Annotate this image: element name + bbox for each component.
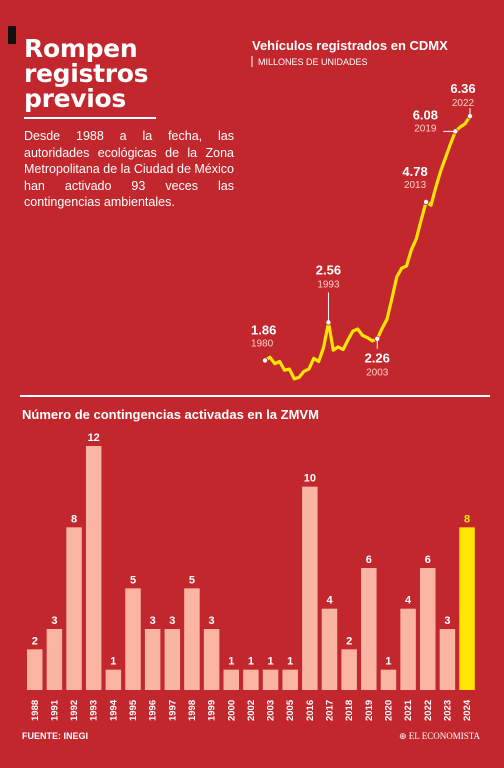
bar-1993: [85, 446, 102, 690]
bar-category-1995: 1995: [128, 699, 139, 721]
bar-1991: [46, 629, 63, 690]
bar-2021: [400, 608, 416, 690]
bar-value-2002: 1: [248, 656, 254, 668]
bar-category-1996: 1996: [148, 700, 159, 721]
line-chart-subtitle: MILLONES DE UNIDADES: [258, 57, 368, 67]
bar-value-1995: 5: [130, 574, 136, 586]
bar-category-1991: 1991: [49, 699, 60, 721]
headline: Rompen registros previos: [24, 34, 149, 113]
bar-category-1997: 1997: [167, 700, 178, 721]
bar-value-2024: 8: [464, 513, 470, 525]
bar-value-2017: 4: [326, 595, 333, 607]
bar-value-2018: 2: [346, 635, 352, 647]
corner-mark: [8, 26, 16, 44]
bar-2024: [459, 527, 475, 690]
bar-category-1999: 1999: [207, 700, 218, 721]
bar-category-2021: 2021: [403, 699, 414, 721]
bar-category-1994: 1994: [108, 699, 119, 721]
bar-value-2020: 1: [385, 656, 391, 668]
section-divider: [20, 395, 490, 397]
bar-value-1994: 1: [110, 656, 116, 668]
bar-category-2019: 2019: [364, 700, 375, 721]
bar-chart-title: Número de contingencias activadas en la …: [22, 407, 319, 422]
bar-value-2019: 6: [366, 554, 372, 566]
bar-category-2020: 2020: [383, 700, 394, 721]
brand-name: EL ECONOMISTA: [408, 731, 480, 741]
bar-value-1996: 3: [150, 615, 156, 627]
bar-value-1991: 3: [51, 615, 57, 627]
bar-category-2022: 2022: [423, 700, 434, 721]
bar-category-1998: 1998: [187, 700, 198, 721]
point-value-2019: 6.08: [413, 107, 438, 122]
bar-chart: 2198831991819921219931199451995319963199…: [27, 432, 475, 721]
bar-category-2002: 2002: [246, 700, 257, 721]
bar-category-2016: 2016: [305, 700, 316, 721]
line-chart-title: Vehículos registrados en CDMX: [252, 38, 448, 53]
bar-2005: [282, 669, 298, 690]
bar-category-2000: 2000: [226, 700, 237, 721]
bar-category-2017: 2017: [325, 700, 336, 721]
point-marker-2013: [423, 198, 430, 205]
headline-rule: [24, 117, 156, 119]
brand-logo: ⊕ EL ECONOMISTA: [399, 731, 480, 741]
intro-text: Desde 1988 a la fecha, las autoridades e…: [24, 129, 234, 210]
bar-category-1992: 1992: [69, 700, 80, 721]
bar-value-2022: 6: [425, 554, 431, 566]
bar-category-1993: 1993: [89, 700, 100, 721]
point-year-2003: 2003: [366, 368, 389, 379]
bar-value-1998: 5: [189, 574, 195, 586]
point-marker-1980: [261, 357, 268, 364]
bar-category-1988: 1988: [30, 700, 41, 721]
bar-1997: [164, 629, 181, 690]
bar-2019: [361, 568, 377, 690]
bar-1998: [184, 588, 200, 690]
point-year-2019: 2019: [414, 123, 437, 134]
bar-value-1988: 2: [32, 635, 38, 647]
bar-category-2003: 2003: [266, 700, 277, 721]
bar-1988: [27, 649, 43, 690]
bar-2016: [302, 486, 318, 690]
point-value-1980: 1.86: [251, 322, 276, 337]
source-note: FUENTE: INEGI: [22, 731, 89, 741]
point-year-2013: 2013: [404, 180, 427, 191]
bar-value-1997: 3: [169, 615, 175, 627]
bar-2022: [420, 568, 436, 690]
point-value-1993: 2.56: [316, 262, 341, 277]
bar-1999: [203, 629, 220, 690]
bar-2002: [243, 669, 259, 690]
bar-value-2003: 1: [267, 656, 273, 668]
bar-value-1992: 8: [71, 513, 77, 525]
point-value-2022: 6.36: [450, 81, 475, 96]
bar-value-1993: 12: [88, 432, 100, 444]
point-value-2003: 2.26: [365, 351, 390, 366]
bar-value-2023: 3: [444, 615, 450, 627]
bar-value-2016: 10: [304, 473, 316, 485]
bar-2017: [321, 608, 338, 690]
vehicles-line: [263, 114, 472, 381]
bar-category-2023: 2023: [442, 700, 453, 721]
bar-1994: [105, 669, 122, 690]
bar-value-1999: 3: [209, 615, 215, 627]
bar-category-2018: 2018: [344, 700, 355, 721]
bar-2000: [223, 669, 239, 690]
point-value-2013: 4.78: [402, 164, 427, 179]
point-year-1980: 1980: [251, 338, 274, 349]
bar-1995: [125, 588, 141, 690]
bar-category-2024: 2024: [462, 699, 473, 721]
bar-value-2005: 1: [287, 656, 293, 668]
bar-2003: [262, 669, 279, 690]
bar-1996: [144, 629, 161, 690]
bar-value-2021: 4: [405, 595, 412, 607]
bar-1992: [66, 527, 82, 690]
bar-2018: [341, 649, 357, 690]
bar-category-2005: 2005: [285, 699, 296, 721]
bar-2020: [380, 669, 397, 690]
bar-value-2000: 1: [228, 656, 234, 668]
bar-2023: [439, 629, 456, 690]
point-year-1993: 1993: [317, 279, 340, 290]
point-year-2022: 2022: [452, 98, 475, 109]
